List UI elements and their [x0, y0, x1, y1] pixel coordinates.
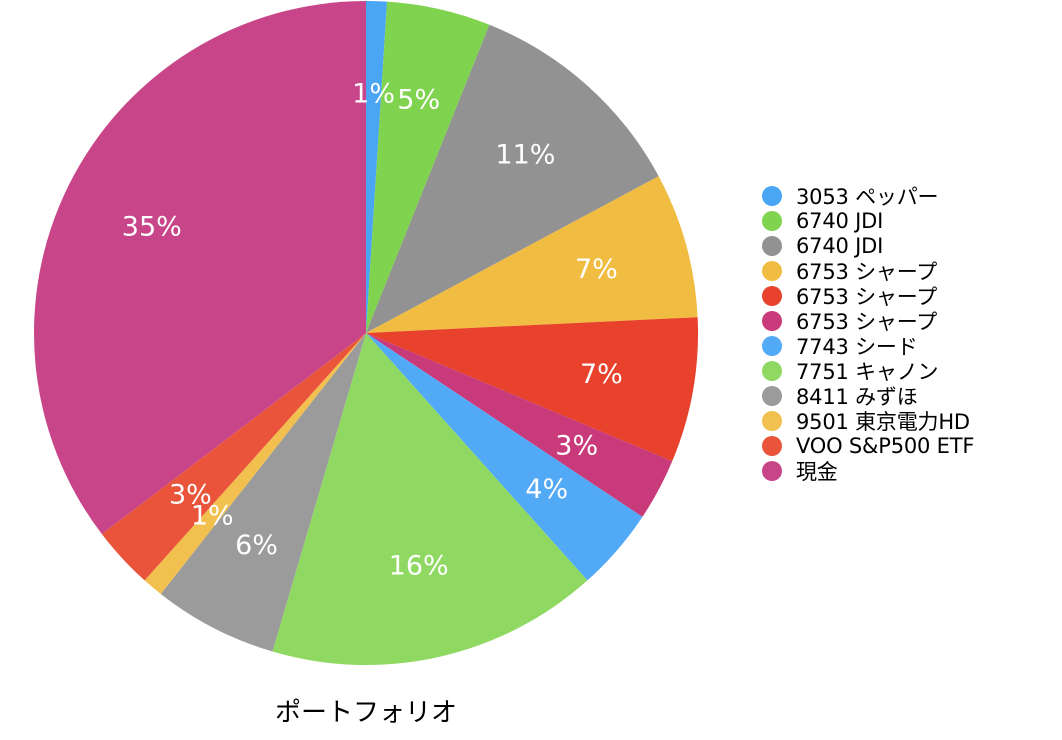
slice-label-0: 1% [352, 79, 395, 110]
legend-swatch [762, 260, 782, 281]
slice-label-9: 1% [191, 501, 234, 532]
legend-item: 6740 JDI [762, 208, 974, 233]
legend-label: 7743 シード [796, 334, 918, 359]
pie-slice-4 [366, 317, 698, 462]
legend-swatch [762, 310, 782, 331]
pie-slices [34, 1, 698, 666]
legend-item: 3053 ペッパー [762, 183, 974, 209]
pie-slice-11 [34, 1, 366, 535]
slice-label-1: 5% [397, 84, 440, 115]
legend-swatch [762, 335, 782, 356]
slice-label-3: 7% [575, 254, 618, 285]
pie-slice-9 [144, 333, 366, 594]
pie-percent-labels: 1% 5%11%7%7%3%4%16%6%1%3%35% [122, 79, 623, 582]
legend-label: VOO S&P500 ETF [796, 433, 975, 458]
pie-slice-7 [272, 333, 588, 666]
legend-label: 現金 [796, 459, 838, 484]
legend-swatch [762, 210, 782, 231]
legend-item: 6753 シャープ [762, 283, 974, 309]
pie-slice-5 [366, 333, 673, 517]
legend-label: 6753 シャープ [796, 309, 938, 334]
pie-slice-8 [160, 333, 366, 652]
pie-slice-3 [366, 176, 698, 333]
legend-item: 7743 シード [762, 333, 974, 359]
legend-label: 6753 シャープ [796, 259, 938, 284]
slice-label-6: 4% [525, 474, 568, 505]
legend-swatch [762, 410, 782, 431]
chart-legend: 3053 ペッパー 6740 JDI 6740 JDI 6753 シャープ 6753 シ… [762, 183, 974, 484]
pie-slice-2 [366, 24, 659, 334]
legend-label: 8411 みずほ [796, 384, 918, 409]
slice-label-4: 7% [580, 359, 623, 390]
legend-swatch [762, 285, 782, 306]
slice-label-10: 3% [169, 480, 212, 511]
legend-item: 6753 シャープ [762, 258, 974, 284]
legend-label: 7751 キャノン [796, 359, 939, 384]
pie-slice-1 [366, 1, 490, 333]
legend-label: 9501 東京電力HD [796, 409, 970, 434]
legend-label: 6740 JDI [796, 233, 884, 258]
legend-swatch [762, 385, 782, 406]
legend-swatch [762, 460, 782, 481]
legend-item: 7751 キャノン [762, 358, 974, 384]
slice-label-2: 11% [495, 139, 555, 170]
slice-label-7: 16% [389, 551, 449, 582]
slice-label-8: 6% [235, 530, 278, 561]
legend-item: 9501 東京電力HD [762, 408, 974, 434]
pie-slice-6 [366, 333, 643, 581]
chart-title: ポートフォリオ [274, 698, 457, 728]
pie-slice-0 [366, 1, 388, 333]
slice-label-5: 3% [555, 430, 598, 461]
legend-swatch [762, 435, 782, 456]
pie-slice-10 [101, 333, 366, 581]
legend-label: 6740 JDI [796, 208, 884, 233]
legend-item: 6753 シャープ [762, 308, 974, 334]
legend-item: 8411 みずほ [762, 383, 974, 409]
legend-item: 6740 JDI [762, 233, 974, 258]
legend-label: 6753 シャープ [796, 284, 938, 309]
legend-item: VOO S&P500 ETF [762, 433, 974, 458]
legend-swatch [762, 185, 782, 206]
slice-label-11: 35% [122, 211, 182, 242]
legend-swatch [762, 235, 782, 256]
legend-swatch [762, 360, 782, 381]
legend-item: 現金 [762, 458, 974, 484]
legend-label: 3053 ペッパー [796, 184, 939, 209]
